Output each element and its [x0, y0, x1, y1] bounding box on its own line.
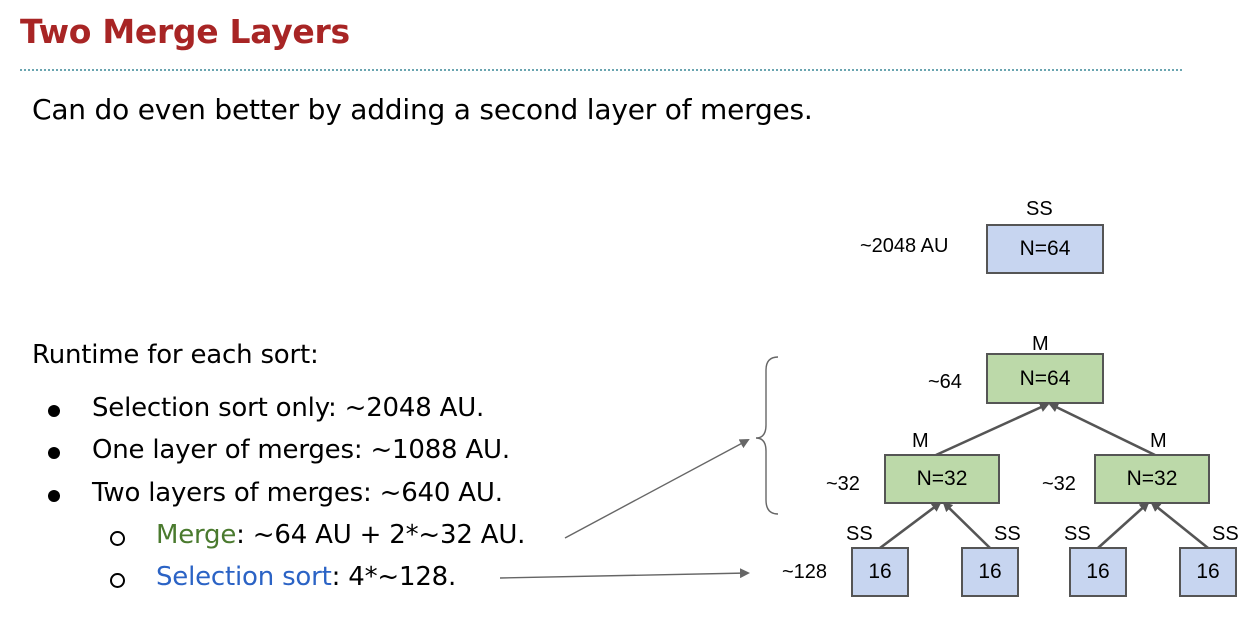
mid-left-type-label: M [912, 430, 929, 452]
edge-leaf1-to-mid-left [879, 501, 942, 550]
edge-mid-left-to-root [935, 402, 1050, 457]
leaf-4-type-label: SS [1212, 523, 1239, 545]
mid-right-type-label: M [1150, 430, 1167, 452]
top-node-type-label: SS [1026, 198, 1053, 220]
intro-text: Can do even better by adding a second la… [32, 93, 813, 126]
leaf-4-box: 16 [1179, 547, 1237, 597]
leaf-cost: ~128 [782, 561, 828, 583]
merge-detail: : ~64 AU + 2*~32 AU. [236, 520, 526, 550]
bullet-ring-icon [110, 573, 125, 588]
runtime-heading: Runtime for each sort: [32, 340, 319, 370]
bullet-dot-icon [48, 490, 60, 502]
edge-leaf2-to-mid-left [942, 501, 991, 549]
mid-left-box: N=32 [884, 454, 1000, 504]
merge-group-brace [755, 356, 779, 515]
leaf-3-size: 16 [1086, 560, 1110, 583]
selection-term: Selection sort [156, 562, 332, 592]
bullet-dot-icon [48, 447, 60, 459]
runtime-item-selection-only: Selection sort only: ~2048 AU. [48, 393, 485, 423]
root-node-type-label: M [1032, 333, 1049, 355]
leaf-3-box: 16 [1069, 547, 1127, 597]
top-node-box: N=64 [986, 224, 1104, 274]
bullet-dot-icon [48, 405, 60, 417]
bullet-ring-icon [110, 531, 125, 546]
leaf-1-size: 16 [868, 560, 892, 583]
edge-mid-right-to-root [1048, 402, 1156, 457]
leaf-1-type-label: SS [846, 523, 873, 545]
leaf-2-box: 16 [961, 547, 1019, 597]
mid-right-box: N=32 [1094, 454, 1210, 504]
title-divider [20, 69, 1182, 71]
top-node-size: N=64 [1019, 237, 1071, 260]
runtime-item-label: One layer of merges: ~1088 AU. [92, 435, 510, 465]
selection-pointer-arrow [499, 568, 750, 579]
runtime-item-label: Two layers of merges: ~640 AU. [92, 478, 503, 508]
top-node-cost: ~2048 AU [860, 235, 949, 257]
runtime-subitem-selection: Selection sort: 4*~128. [110, 562, 457, 592]
leaf-3-type-label: SS [1064, 523, 1091, 545]
mid-left-size: N=32 [916, 467, 968, 490]
root-node-box: N=64 [986, 353, 1104, 404]
selection-detail: : 4*~128. [331, 562, 457, 592]
leaf-2-size: 16 [978, 560, 1002, 583]
mid-right-size: N=32 [1126, 467, 1178, 490]
runtime-item-one-layer: One layer of merges: ~1088 AU. [48, 435, 510, 465]
merge-term: Merge [156, 520, 237, 550]
merge-pointer-arrow [564, 439, 750, 539]
runtime-item-label: Selection sort only: ~2048 AU. [92, 393, 485, 423]
runtime-item-two-layers: Two layers of merges: ~640 AU. [48, 478, 503, 508]
edge-leaf3-to-mid-right [1097, 501, 1150, 549]
leaf-4-size: 16 [1196, 560, 1220, 583]
slide-title: Two Merge Layers [20, 12, 350, 51]
root-node-size: N=64 [1019, 366, 1071, 390]
edge-leaf4-to-mid-right [1150, 501, 1209, 550]
leaf-1-box: 16 [851, 547, 909, 597]
leaf-2-type-label: SS [994, 523, 1021, 545]
mid-left-cost: ~32 [826, 473, 860, 495]
mid-right-cost: ~32 [1042, 473, 1076, 495]
root-node-cost: ~64 [928, 371, 962, 393]
runtime-subitem-merge: Merge: ~64 AU + 2*~32 AU. [110, 520, 526, 550]
